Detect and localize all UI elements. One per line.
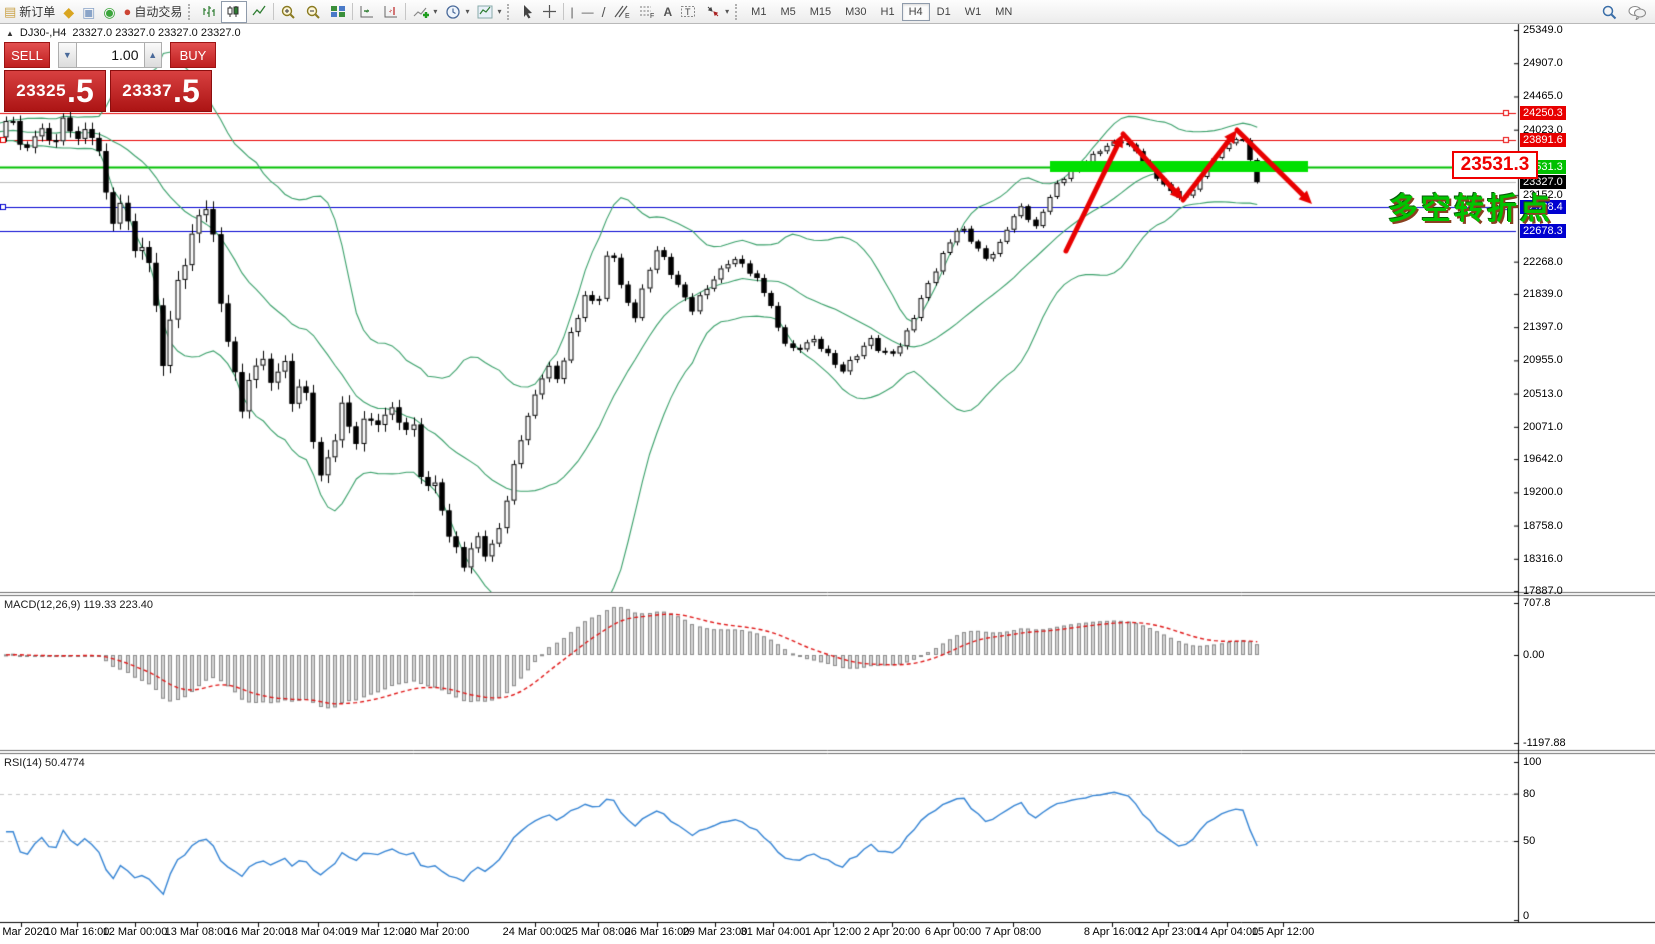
svg-text:E: E bbox=[625, 13, 630, 19]
volume-input[interactable] bbox=[76, 42, 144, 68]
signals-icon: ◉ bbox=[103, 3, 116, 20]
line-chart-icon bbox=[252, 5, 266, 16]
horizontal-line-tool-button[interactable]: — bbox=[578, 2, 598, 22]
crosshair-icon bbox=[543, 5, 557, 18]
timeframe-mn[interactable]: MN bbox=[995, 5, 1013, 18]
buy-price-fraction: .5 bbox=[173, 73, 200, 109]
arrows-tool-button[interactable]: ▾ bbox=[701, 2, 733, 22]
tile-windows-button[interactable] bbox=[326, 2, 350, 22]
toolbar-separator bbox=[273, 3, 275, 20]
chart-title: ▲ DJ30-,H4 23327.0 23327.0 23327.0 23327… bbox=[6, 27, 241, 39]
text-tool-button[interactable]: A bbox=[659, 2, 676, 22]
bar-chart-icon bbox=[203, 6, 216, 17]
symbol-period-label: DJ30-,H4 bbox=[19, 27, 67, 39]
chat-icon[interactable] bbox=[1627, 4, 1647, 20]
periods-button[interactable]: ▾ bbox=[441, 2, 473, 22]
zoom-out-icon bbox=[307, 5, 321, 19]
sell-price-main: 23325 bbox=[16, 81, 67, 100]
profiles-icon: ▣ bbox=[82, 3, 96, 20]
buy-button[interactable]: BUY bbox=[169, 42, 216, 68]
cursor-icon bbox=[524, 5, 533, 19]
auto-scroll-icon bbox=[360, 6, 374, 18]
new-order-icon: ▤ bbox=[4, 4, 17, 19]
buy-price-main: 23337 bbox=[122, 81, 173, 100]
timeframe-m5[interactable]: M5 bbox=[780, 5, 796, 18]
volume-increase-button[interactable]: ▲ bbox=[143, 42, 162, 68]
bull-bear-turning-point-note[interactable]: 多空转折点 bbox=[1388, 193, 1553, 226]
trendline-tool-button[interactable]: / bbox=[598, 2, 610, 22]
svg-text:F: F bbox=[650, 13, 654, 19]
profiles-button[interactable]: ▣ bbox=[78, 2, 99, 22]
chart-shift-icon bbox=[384, 6, 398, 18]
text-icon: A bbox=[663, 4, 673, 19]
cursor-tool-button[interactable] bbox=[516, 2, 538, 22]
channel-tool-button[interactable]: E bbox=[609, 2, 634, 22]
toolbar-grip bbox=[188, 3, 195, 20]
one-click-trading-panel: SELL ▼ ▲ BUY 23325 .5 23337 .5 bbox=[4, 42, 216, 112]
clock-icon bbox=[446, 4, 461, 19]
toolbar-separator bbox=[352, 3, 354, 20]
text-label-icon: T bbox=[681, 6, 696, 17]
vertical-line-tool-button[interactable]: | bbox=[566, 2, 577, 22]
zoom-out-button[interactable] bbox=[301, 2, 326, 22]
timeframe-m30[interactable]: M30 bbox=[845, 5, 867, 18]
auto-scroll-button[interactable] bbox=[355, 2, 379, 22]
ohlc-values: 23327.0 23327.0 23327.0 23327.0 bbox=[72, 27, 241, 39]
vline-icon: | bbox=[570, 4, 574, 19]
zoom-in-icon bbox=[282, 5, 296, 19]
timeframe-w1[interactable]: W1 bbox=[964, 5, 982, 18]
history-center-button[interactable]: ◆ bbox=[59, 2, 78, 22]
auto-trading-icon: ● bbox=[123, 4, 132, 19]
buy-price-button[interactable]: 23337 .5 bbox=[110, 70, 212, 112]
tile-windows-icon bbox=[331, 6, 346, 17]
timeframe-d1[interactable]: D1 bbox=[936, 5, 951, 18]
channel-icon: E bbox=[614, 5, 630, 19]
auto-trading-button[interactable]: ● 自动交易 bbox=[123, 4, 183, 19]
timeframe-h4[interactable]: H4 bbox=[901, 2, 930, 21]
candlestick-type-button[interactable] bbox=[221, 0, 248, 23]
sell-button[interactable]: SELL bbox=[4, 42, 51, 68]
toolbar-separator bbox=[405, 3, 407, 20]
templates-icon bbox=[477, 5, 493, 18]
text-label-tool-button[interactable]: T bbox=[676, 2, 701, 22]
hline-icon: — bbox=[581, 4, 594, 19]
indicators-icon bbox=[413, 7, 430, 18]
timeframe-m1[interactable]: M1 bbox=[751, 5, 767, 18]
new-order-button[interactable]: ▤ 新订单 bbox=[4, 4, 56, 19]
crosshair-tool-button[interactable] bbox=[538, 2, 561, 22]
search-icon[interactable] bbox=[1601, 4, 1617, 20]
trendline-icon: / bbox=[601, 3, 606, 20]
fibonacci-icon: F bbox=[640, 6, 655, 19]
fibonacci-tool-button[interactable]: F bbox=[634, 2, 659, 22]
price-level-annotation-box[interactable]: 23531.3 bbox=[1452, 151, 1538, 179]
candlestick-icon bbox=[227, 6, 239, 17]
chart-shift-button[interactable] bbox=[379, 2, 403, 22]
toolbar-grip bbox=[735, 3, 742, 20]
history-center-icon: ◆ bbox=[63, 3, 75, 20]
line-chart-type-button[interactable] bbox=[247, 2, 271, 22]
indicators-button[interactable]: ▾ bbox=[408, 2, 441, 22]
toolbar-separator bbox=[563, 3, 565, 20]
svg-text:T: T bbox=[685, 7, 691, 17]
collapse-icon[interactable]: ▲ bbox=[6, 28, 14, 38]
templates-button[interactable]: ▾ bbox=[473, 2, 505, 22]
volume-decrease-button[interactable]: ▼ bbox=[58, 42, 77, 68]
timeframe-m15[interactable]: M15 bbox=[809, 5, 832, 18]
timeframe-h1[interactable]: H1 bbox=[880, 5, 895, 18]
toolbar-grip bbox=[507, 3, 514, 20]
toolbar: ▤ 新订单 ◆ ▣ ◉ ● 自动交易 ▾ ▾ ▾ | — / E F A T ▾… bbox=[0, 0, 1655, 24]
sell-price-fraction: .5 bbox=[67, 73, 94, 109]
market-signals-button[interactable]: ◉ bbox=[99, 2, 119, 22]
arrows-icon bbox=[707, 6, 719, 17]
sell-price-button[interactable]: 23325 .5 bbox=[4, 70, 106, 112]
bar-chart-type-button[interactable] bbox=[197, 2, 221, 22]
zoom-in-button[interactable] bbox=[276, 2, 301, 22]
